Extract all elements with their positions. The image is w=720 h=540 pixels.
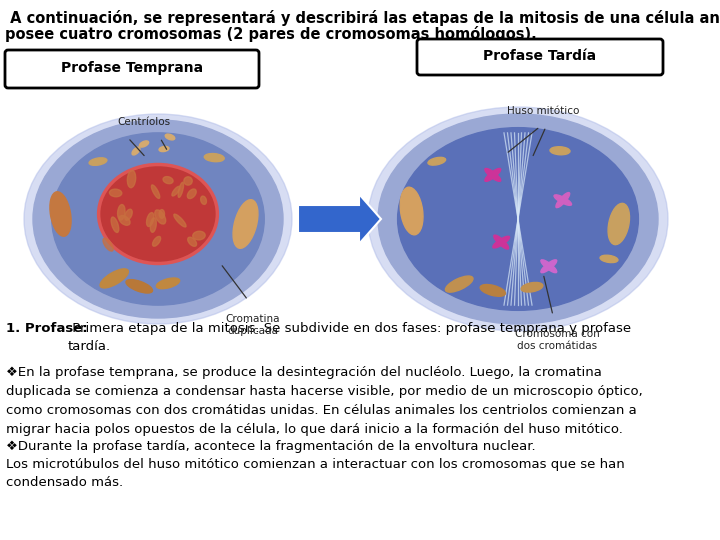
Ellipse shape (127, 170, 135, 188)
Ellipse shape (446, 276, 473, 292)
Text: Cromosoma con
dos cromátidas: Cromosoma con dos cromátidas (515, 329, 600, 351)
Ellipse shape (140, 141, 148, 147)
Ellipse shape (428, 157, 446, 165)
Ellipse shape (33, 120, 283, 318)
Ellipse shape (159, 210, 165, 218)
Ellipse shape (187, 189, 197, 199)
Ellipse shape (546, 264, 552, 269)
Ellipse shape (204, 153, 224, 161)
Ellipse shape (159, 146, 169, 152)
Ellipse shape (521, 282, 543, 292)
Ellipse shape (174, 214, 186, 227)
Ellipse shape (150, 218, 156, 232)
Ellipse shape (499, 240, 504, 245)
Ellipse shape (233, 200, 258, 248)
Ellipse shape (193, 231, 205, 240)
Ellipse shape (24, 114, 292, 324)
Ellipse shape (490, 172, 495, 178)
Ellipse shape (184, 177, 192, 185)
Ellipse shape (201, 196, 207, 205)
Ellipse shape (99, 165, 217, 264)
Ellipse shape (494, 235, 508, 249)
Ellipse shape (117, 205, 125, 220)
Ellipse shape (125, 209, 132, 220)
Ellipse shape (151, 185, 160, 198)
Ellipse shape (126, 280, 153, 293)
Ellipse shape (172, 186, 180, 196)
Text: Profase Temprana: Profase Temprana (61, 61, 203, 75)
Text: Cromatina
duplicada: Cromatina duplicada (226, 314, 280, 336)
Ellipse shape (109, 189, 122, 197)
Ellipse shape (550, 147, 570, 155)
Text: A continuación, se representará y describirá las etapas de la mitosis de una cél: A continuación, se representará y descri… (5, 10, 720, 26)
Ellipse shape (480, 285, 505, 296)
Ellipse shape (368, 107, 668, 331)
Ellipse shape (556, 193, 570, 208)
Ellipse shape (541, 260, 557, 273)
Ellipse shape (119, 215, 130, 225)
FancyBboxPatch shape (5, 50, 259, 88)
Ellipse shape (100, 269, 128, 288)
Ellipse shape (89, 158, 107, 165)
Text: Profase Tardía: Profase Tardía (483, 49, 597, 63)
Ellipse shape (600, 255, 618, 262)
Ellipse shape (153, 237, 161, 246)
Ellipse shape (178, 183, 184, 198)
Ellipse shape (541, 260, 557, 273)
Ellipse shape (400, 187, 423, 235)
Text: Primera etapa de la mitosis. Se subdivide en dos fases: profase temprana y profa: Primera etapa de la mitosis. Se subdivid… (68, 322, 631, 353)
Ellipse shape (103, 238, 113, 251)
Ellipse shape (378, 114, 658, 324)
Ellipse shape (155, 210, 166, 224)
Text: ❖Durante la profase tardía, acontece la fragmentación de la envoltura nuclear.
L: ❖Durante la profase tardía, acontece la … (6, 440, 625, 489)
Text: Centríolos: Centríolos (117, 117, 171, 127)
Ellipse shape (132, 147, 140, 155)
Ellipse shape (554, 195, 572, 205)
Ellipse shape (156, 278, 180, 289)
Ellipse shape (485, 168, 500, 181)
Text: 1. Profase:: 1. Profase: (6, 322, 88, 335)
Ellipse shape (560, 198, 565, 202)
Ellipse shape (52, 133, 264, 305)
Ellipse shape (163, 177, 173, 184)
FancyBboxPatch shape (417, 39, 663, 75)
Ellipse shape (111, 217, 119, 233)
Ellipse shape (397, 127, 639, 310)
Ellipse shape (147, 213, 154, 226)
Ellipse shape (608, 204, 629, 245)
FancyArrow shape (298, 194, 381, 244)
Ellipse shape (485, 168, 500, 181)
Ellipse shape (492, 236, 510, 248)
Text: ❖En la profase temprana, se produce la desintegración del nucléolo. Luego, la cr: ❖En la profase temprana, se produce la d… (6, 366, 643, 436)
Text: Huso mitótico: Huso mitótico (507, 106, 579, 116)
Ellipse shape (50, 192, 71, 236)
Ellipse shape (165, 134, 175, 140)
Ellipse shape (188, 237, 197, 246)
Text: posee cuatro cromosomas (2 pares de cromosomas homólogos).: posee cuatro cromosomas (2 pares de crom… (5, 26, 536, 42)
